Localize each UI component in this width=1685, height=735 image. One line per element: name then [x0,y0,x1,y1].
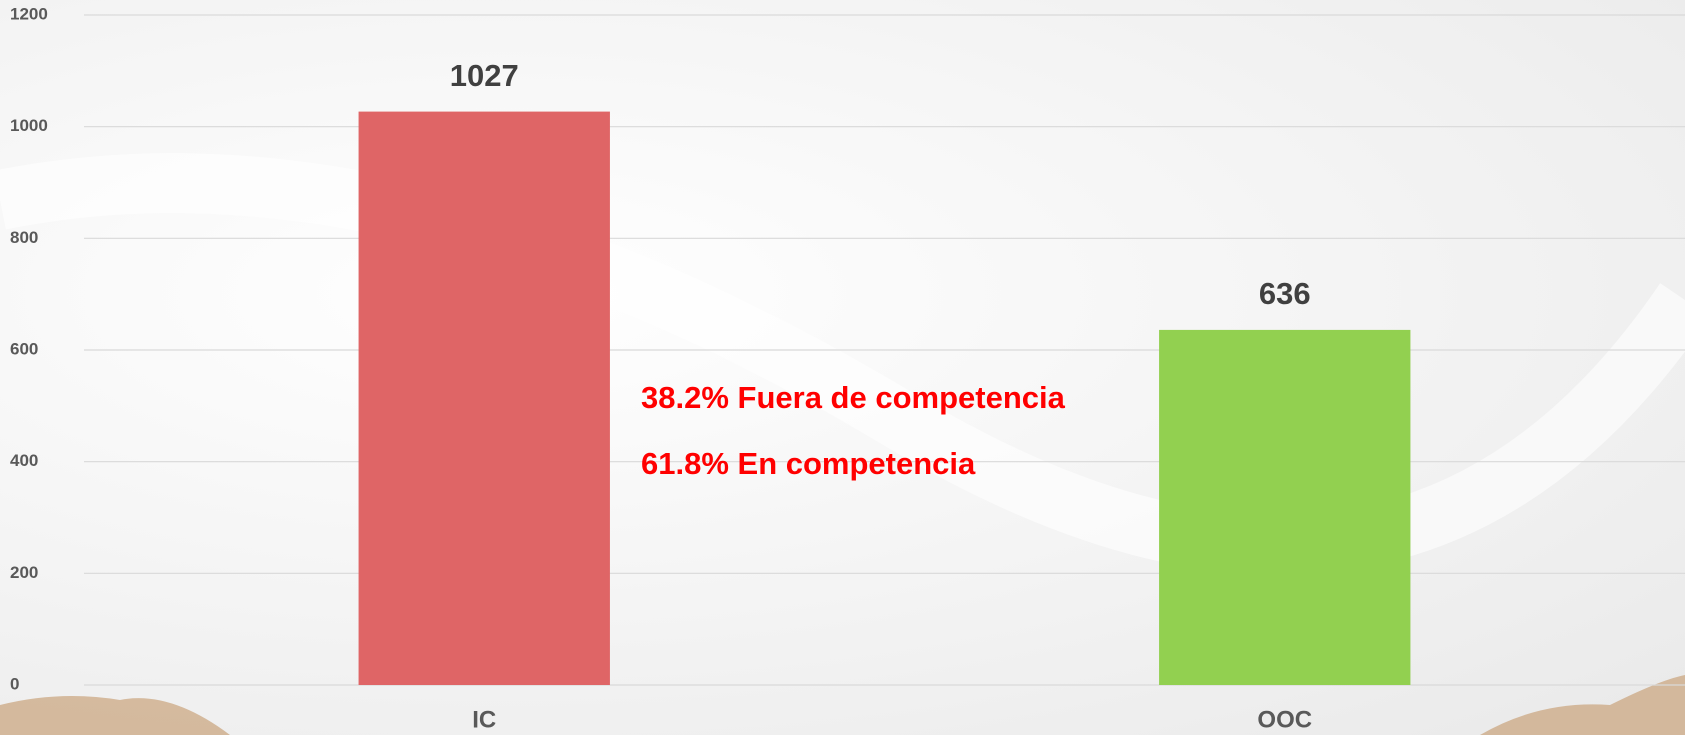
bar [1159,329,1411,685]
background-swoosh [0,153,1685,575]
x-tick-label: OOC [1257,706,1312,733]
decor-rock [1480,675,1685,735]
annotation: 38.2% Fuera de competencia [641,380,1066,415]
data-label: 1027 [450,58,519,93]
y-tick-label: 0 [10,674,19,693]
annotation: 61.8% En competencia [641,446,976,481]
y-tick-label: 400 [10,451,38,470]
bar [358,111,610,685]
x-tick-label: IC [472,706,496,733]
y-tick-label: 800 [10,228,38,247]
y-tick-label: 1200 [10,4,48,23]
y-tick-label: 600 [10,339,38,358]
y-tick-label: 200 [10,563,38,582]
data-label: 636 [1259,276,1311,311]
decor-rock [0,696,230,735]
y-tick-label: 1000 [10,116,48,135]
